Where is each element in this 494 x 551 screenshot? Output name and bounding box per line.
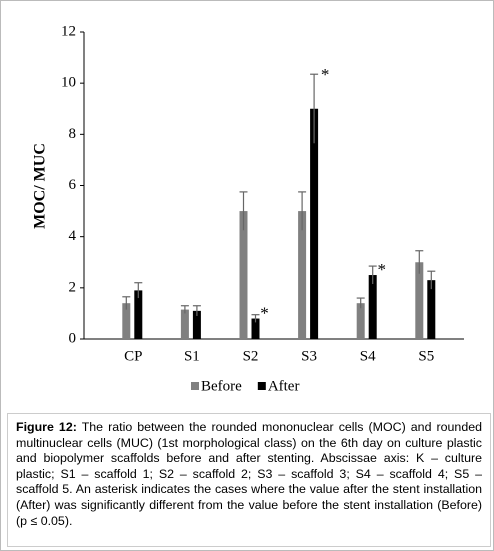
bar [368,275,377,339]
x-tick-label: S3 [301,348,317,364]
bar [310,108,319,339]
bar [356,303,365,339]
x-tick-label: CP [124,348,142,364]
bar [298,211,307,339]
legend-label: Before [201,378,242,394]
bar [239,211,248,339]
y-tick-label: 4 [69,228,77,244]
caption-text: The ratio between the rounded mononuclea… [16,420,482,528]
significance-marker: * [377,260,386,279]
legend-swatch [191,382,199,390]
y-tick-label: 10 [61,75,76,91]
y-axis-label: MOC/ MUC [32,143,49,229]
bar [427,280,436,339]
y-tick-label: 12 [61,23,76,39]
significance-marker: * [260,303,269,322]
bar [122,303,131,339]
caption: Figure 12: The ratio between the rounded… [7,413,491,547]
caption-label: Figure 12: [16,420,77,434]
legend-swatch [257,382,266,390]
y-tick-label: 6 [69,177,77,193]
significance-marker: * [321,65,330,84]
x-tick-label: S5 [418,348,434,364]
legend-label: After [268,378,300,394]
y-tick-label: 2 [69,279,77,295]
bar [180,309,189,339]
x-tick-label: S1 [184,348,200,364]
x-tick-label: S2 [243,348,259,364]
bar [415,262,424,339]
chart: MOC/ MUC 0 2 4 6 8 10 12 CP S1 S2 * S3 * S4 * S5 Before A… [32,23,464,394]
y-tick-label: 0 [69,330,77,346]
bar [192,310,201,339]
x-tick-label: S4 [360,348,376,364]
bar [134,290,143,339]
bar [251,318,260,339]
y-tick-label: 8 [69,126,77,142]
